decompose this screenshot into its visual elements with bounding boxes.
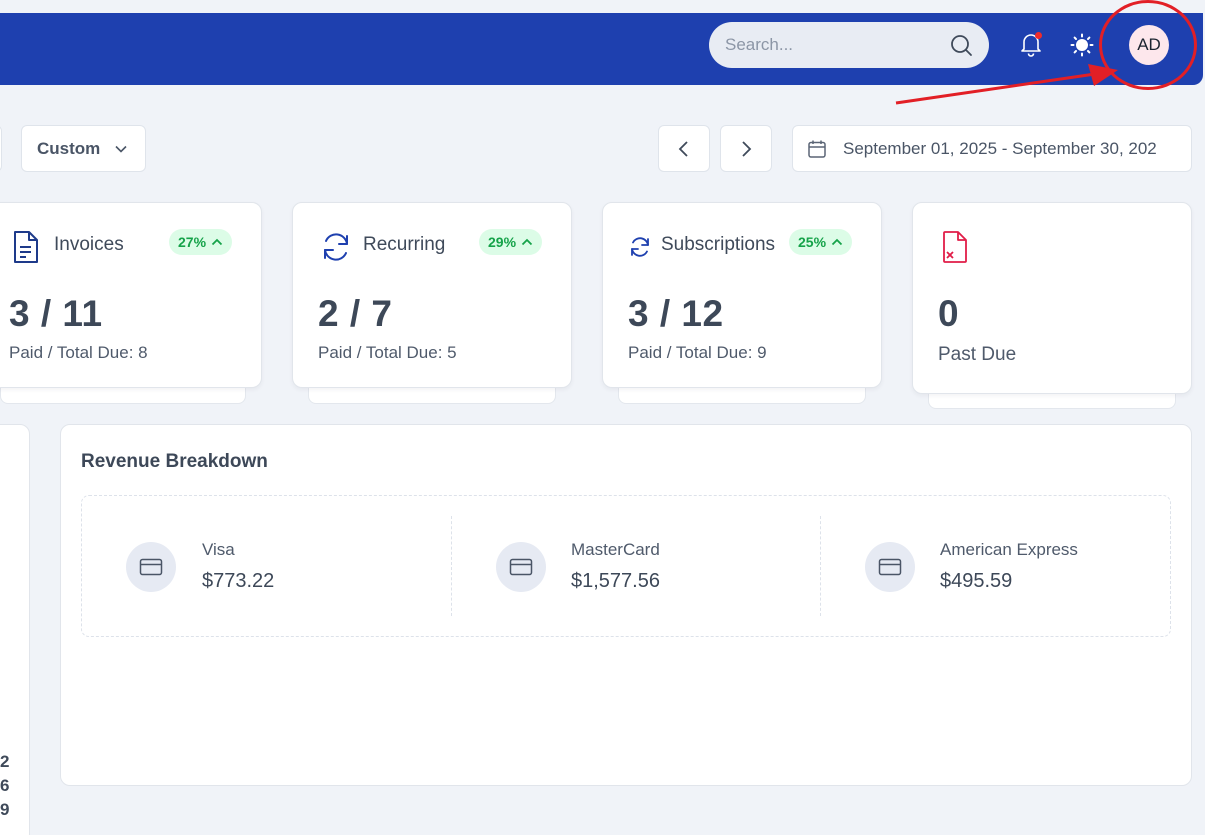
revenue-item-label: American Express — [940, 540, 1078, 559]
chevron-up-icon — [521, 238, 533, 246]
revenue-item-american-express: American Express $495.59 — [820, 496, 1172, 638]
top-header-bar — [0, 13, 1203, 85]
change-badge: 29% — [479, 229, 543, 255]
stat-value: 3 / 12 — [628, 293, 724, 334]
credit-card-icon-wrap — [496, 542, 546, 592]
stat-value: 2 / 7 — [318, 293, 393, 334]
stat-card-past-due[interactable]: 0 Past Due — [912, 202, 1192, 394]
credit-card-icon — [509, 558, 533, 576]
card-stack-shadow — [618, 385, 866, 404]
left-panel-value: 6 — [0, 776, 10, 795]
stat-title: Recurring — [363, 234, 446, 255]
stat-title: Subscriptions — [661, 234, 776, 255]
date-range-text: September 01, 2025 - September 30, 202 — [843, 138, 1157, 158]
change-badge: 27% — [169, 229, 233, 255]
change-badge: 25% — [789, 229, 853, 255]
chevron-up-icon — [831, 238, 843, 246]
credit-card-icon — [878, 558, 902, 576]
chevron-left-icon — [678, 140, 688, 157]
revenue-item-visa: Visa $773.22 — [82, 496, 451, 638]
left-panel-fragment — [0, 424, 30, 835]
chevron-up-icon — [211, 238, 223, 246]
period-select[interactable]: Custom — [21, 125, 146, 172]
sync-icon — [631, 237, 649, 257]
notification-bell-icon[interactable] — [1018, 31, 1044, 57]
annotation-circle — [1099, 0, 1197, 90]
revenue-breakdown-panel: Revenue Breakdown Visa $773.22 MasterCar… — [60, 424, 1192, 786]
date-range-picker[interactable]: September 01, 2025 - September 30, 202 — [792, 125, 1192, 172]
revenue-item-label: MasterCard — [571, 540, 660, 559]
credit-card-icon-wrap — [865, 542, 915, 592]
left-panel-value: 2 — [0, 752, 10, 771]
chevron-down-icon — [115, 145, 127, 153]
calendar-icon — [808, 140, 826, 158]
change-badge-value: 27% — [178, 234, 207, 250]
stat-subtext: Paid / Total Due: 8 — [9, 343, 148, 362]
chevron-right-icon — [742, 140, 752, 157]
revenue-item-mastercard: MasterCard $1,577.56 — [451, 496, 820, 638]
left-panel-values: 2 6 9 — [0, 750, 9, 822]
stat-subtext: Past Due — [938, 344, 1017, 365]
revenue-item-amount: $1,577.56 — [571, 570, 660, 592]
left-panel-value: 9 — [0, 800, 10, 819]
previous-period-button[interactable] — [658, 125, 710, 172]
revenue-breakdown-box: Visa $773.22 MasterCard $1,577.56 Americ… — [81, 495, 1171, 637]
refresh-icon — [324, 233, 348, 261]
search-input[interactable] — [709, 22, 939, 68]
filter-button-fragment[interactable] — [0, 125, 2, 172]
stat-value: 3 / 11 — [9, 293, 103, 334]
divider — [820, 516, 821, 616]
theme-toggle-sun-icon[interactable] — [1070, 33, 1094, 57]
stat-subtext: Paid / Total Due: 9 — [628, 343, 767, 362]
change-badge-value: 25% — [798, 234, 827, 250]
card-stack-shadow — [308, 385, 556, 404]
search-icon[interactable] — [949, 33, 973, 57]
revenue-item-label: Visa — [202, 540, 235, 559]
stat-title: Invoices — [54, 234, 124, 255]
search-bar[interactable] — [709, 22, 989, 68]
file-x-icon — [943, 231, 967, 263]
divider — [451, 516, 452, 616]
annotation-arrow-icon — [895, 64, 1118, 105]
change-badge-value: 29% — [488, 234, 517, 250]
revenue-item-amount: $773.22 — [202, 570, 275, 592]
period-select-label: Custom — [37, 138, 101, 158]
card-stack-shadow — [928, 390, 1176, 409]
credit-card-icon — [139, 558, 163, 576]
stat-subtext: Paid / Total Due: 5 — [318, 343, 457, 362]
stat-value: 0 — [938, 293, 960, 334]
revenue-item-amount: $495.59 — [940, 570, 1013, 592]
document-icon — [14, 231, 38, 263]
credit-card-icon-wrap — [126, 542, 176, 592]
revenue-breakdown-title: Revenue Breakdown — [81, 451, 268, 472]
card-stack-shadow — [0, 385, 246, 404]
next-period-button[interactable] — [720, 125, 772, 172]
